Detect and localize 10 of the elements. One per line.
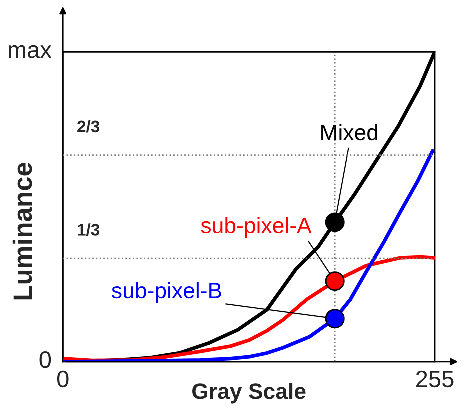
- text: sub-pixel-B: [112, 282, 222, 304]
- text: sub-pixel-A: [201, 217, 312, 238]
- series-label: Mixed: [322, 124, 378, 141]
- ref-line-label: max: [8, 45, 52, 58]
- x-axis-title: Gray Scale: [192, 383, 306, 404]
- annotation: 2/3: [78, 120, 100, 133]
- x-tick-label: 255: [416, 370, 454, 388]
- y-axis-title: Luminance: [12, 162, 32, 300]
- text: 0: [40, 352, 52, 368]
- annotation: 1/3: [78, 224, 100, 236]
